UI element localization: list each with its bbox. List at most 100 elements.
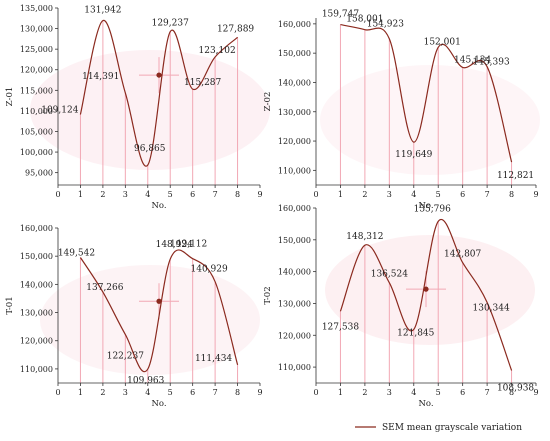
x-tick-label: 3	[387, 190, 392, 199]
y-tick-label: 130,000	[20, 309, 53, 318]
y-tick-label: 105,000	[20, 127, 53, 136]
y-tick-label: 110,000	[278, 166, 311, 175]
x-tick-label: 2	[362, 190, 367, 199]
data-label: 154,923	[367, 20, 404, 30]
y-tick-label: 120,000	[278, 331, 311, 340]
y-tick-label: 110,000	[278, 363, 311, 372]
x-tick-label: 7	[485, 190, 490, 199]
x-axis-label: No.	[418, 201, 433, 211]
y-tick-label: 150,000	[278, 49, 311, 58]
data-label: 119,649	[395, 150, 432, 160]
data-label: 145,393	[473, 58, 510, 68]
data-label: 109,124	[41, 106, 78, 116]
data-label: 123,102	[199, 46, 236, 56]
data-label: 155,796	[414, 204, 451, 214]
marker-point	[423, 286, 429, 292]
data-label: 148,924	[156, 240, 193, 250]
legend-label: SEM mean grayscale variation	[382, 423, 522, 433]
background-glow	[30, 50, 270, 170]
data-label: 131,942	[84, 6, 121, 16]
data-label: 130,344	[473, 303, 510, 313]
series-line	[79, 249, 239, 373]
x-tick-label: 4	[411, 388, 416, 397]
x-tick-label: 6	[460, 190, 465, 199]
x-tick-label: 9	[533, 190, 538, 199]
x-tick-label: 1	[338, 388, 343, 397]
y-tick-label: 120,000	[20, 66, 53, 75]
x-tick-label: 1	[338, 190, 343, 199]
chart-panel-t-01: 110,000 120,000 130,000 140,000 150,000 160,0…	[5, 224, 263, 409]
background-glow	[325, 235, 535, 345]
legend: SEM mean grayscale variation	[355, 423, 522, 433]
marker-point	[156, 72, 162, 78]
y-axis-label: Z-02	[263, 92, 273, 112]
x-tick-label: 6	[190, 190, 195, 199]
data-label: 122,237	[107, 351, 144, 361]
y-axis-label: T-01	[5, 296, 15, 314]
y-tick-label: 160,000	[278, 20, 311, 29]
x-tick-label: 0	[313, 388, 318, 397]
y-axis-label: T-02	[263, 286, 273, 304]
x-tick-label: 4	[411, 190, 416, 199]
data-label: 127,889	[217, 24, 254, 34]
data-label: 121,845	[397, 328, 434, 338]
y-axis-label: Z-01	[5, 87, 15, 107]
x-tick-label: 3	[387, 388, 392, 397]
x-tick-label: 8	[235, 190, 240, 199]
y-tick-label: 130,000	[278, 299, 311, 308]
data-label: 108,938	[497, 383, 534, 393]
chart-panel-z-02: 110,000 120,000 130,000 140,000 150,000 160,0…	[263, 10, 540, 211]
x-tick-label: 2	[100, 388, 105, 397]
y-tick-label: 140,000	[278, 268, 311, 277]
data-label: 148,312	[346, 232, 383, 242]
data-label: 149,542	[58, 248, 95, 258]
x-tick-label: 1	[78, 190, 83, 199]
y-tick-label: 140,000	[278, 78, 311, 87]
x-tick-label: 2	[100, 190, 105, 199]
x-tick-label: 5	[168, 388, 173, 397]
x-tick-label: 9	[257, 190, 262, 199]
y-tick-label: 160,000	[20, 224, 53, 233]
x-tick-label: 8	[509, 190, 514, 199]
background-glow	[40, 265, 260, 375]
x-tick-label: 3	[123, 388, 128, 397]
y-tick-label: 115,000	[20, 86, 53, 95]
data-label: 114,391	[82, 72, 119, 82]
data-label: 137,266	[86, 283, 123, 293]
x-tick-label: 5	[436, 190, 441, 199]
x-tick-label: 7	[213, 388, 218, 397]
y-tick-label: 95,000	[25, 169, 53, 178]
x-tick-label: 6	[460, 388, 465, 397]
series-line	[340, 24, 513, 163]
data-label: 96,865	[134, 144, 166, 154]
data-label: 129,237	[152, 19, 189, 29]
y-tick-label: 110,000	[20, 107, 53, 116]
x-tick-label: 7	[485, 388, 490, 397]
x-axis-label: No.	[151, 399, 166, 409]
data-label: 109,963	[127, 376, 164, 386]
data-label: 136,524	[371, 270, 408, 280]
x-tick-label: 9	[257, 388, 262, 397]
data-label: 149,112	[170, 240, 207, 250]
y-tick-label: 160,000	[278, 204, 311, 213]
data-label: 112,821	[497, 171, 534, 181]
x-tick-label: 0	[55, 190, 60, 199]
x-tick-label: 0	[55, 388, 60, 397]
chart-panel-z-01: 95,000 100,000 105,000 110,000 115,000 120,00…	[5, 4, 270, 211]
x-tick-label: 5	[436, 388, 441, 397]
data-label: 152,001	[424, 37, 461, 47]
x-tick-label: 4	[145, 190, 150, 199]
data-label: 145,134	[454, 55, 491, 65]
y-tick-label: 150,000	[278, 236, 311, 245]
x-tick-label: 4	[145, 388, 150, 397]
data-label: 142,807	[444, 250, 481, 260]
x-tick-label: 3	[123, 190, 128, 199]
y-tick-label: 120,000	[20, 337, 53, 346]
x-tick-label: 1	[78, 388, 83, 397]
x-tick-label: 8	[509, 388, 514, 397]
series-line	[339, 218, 513, 371]
data-label: 127,538	[322, 322, 359, 332]
y-tick-label: 130,000	[278, 108, 311, 117]
x-axis-label: No.	[418, 399, 433, 409]
